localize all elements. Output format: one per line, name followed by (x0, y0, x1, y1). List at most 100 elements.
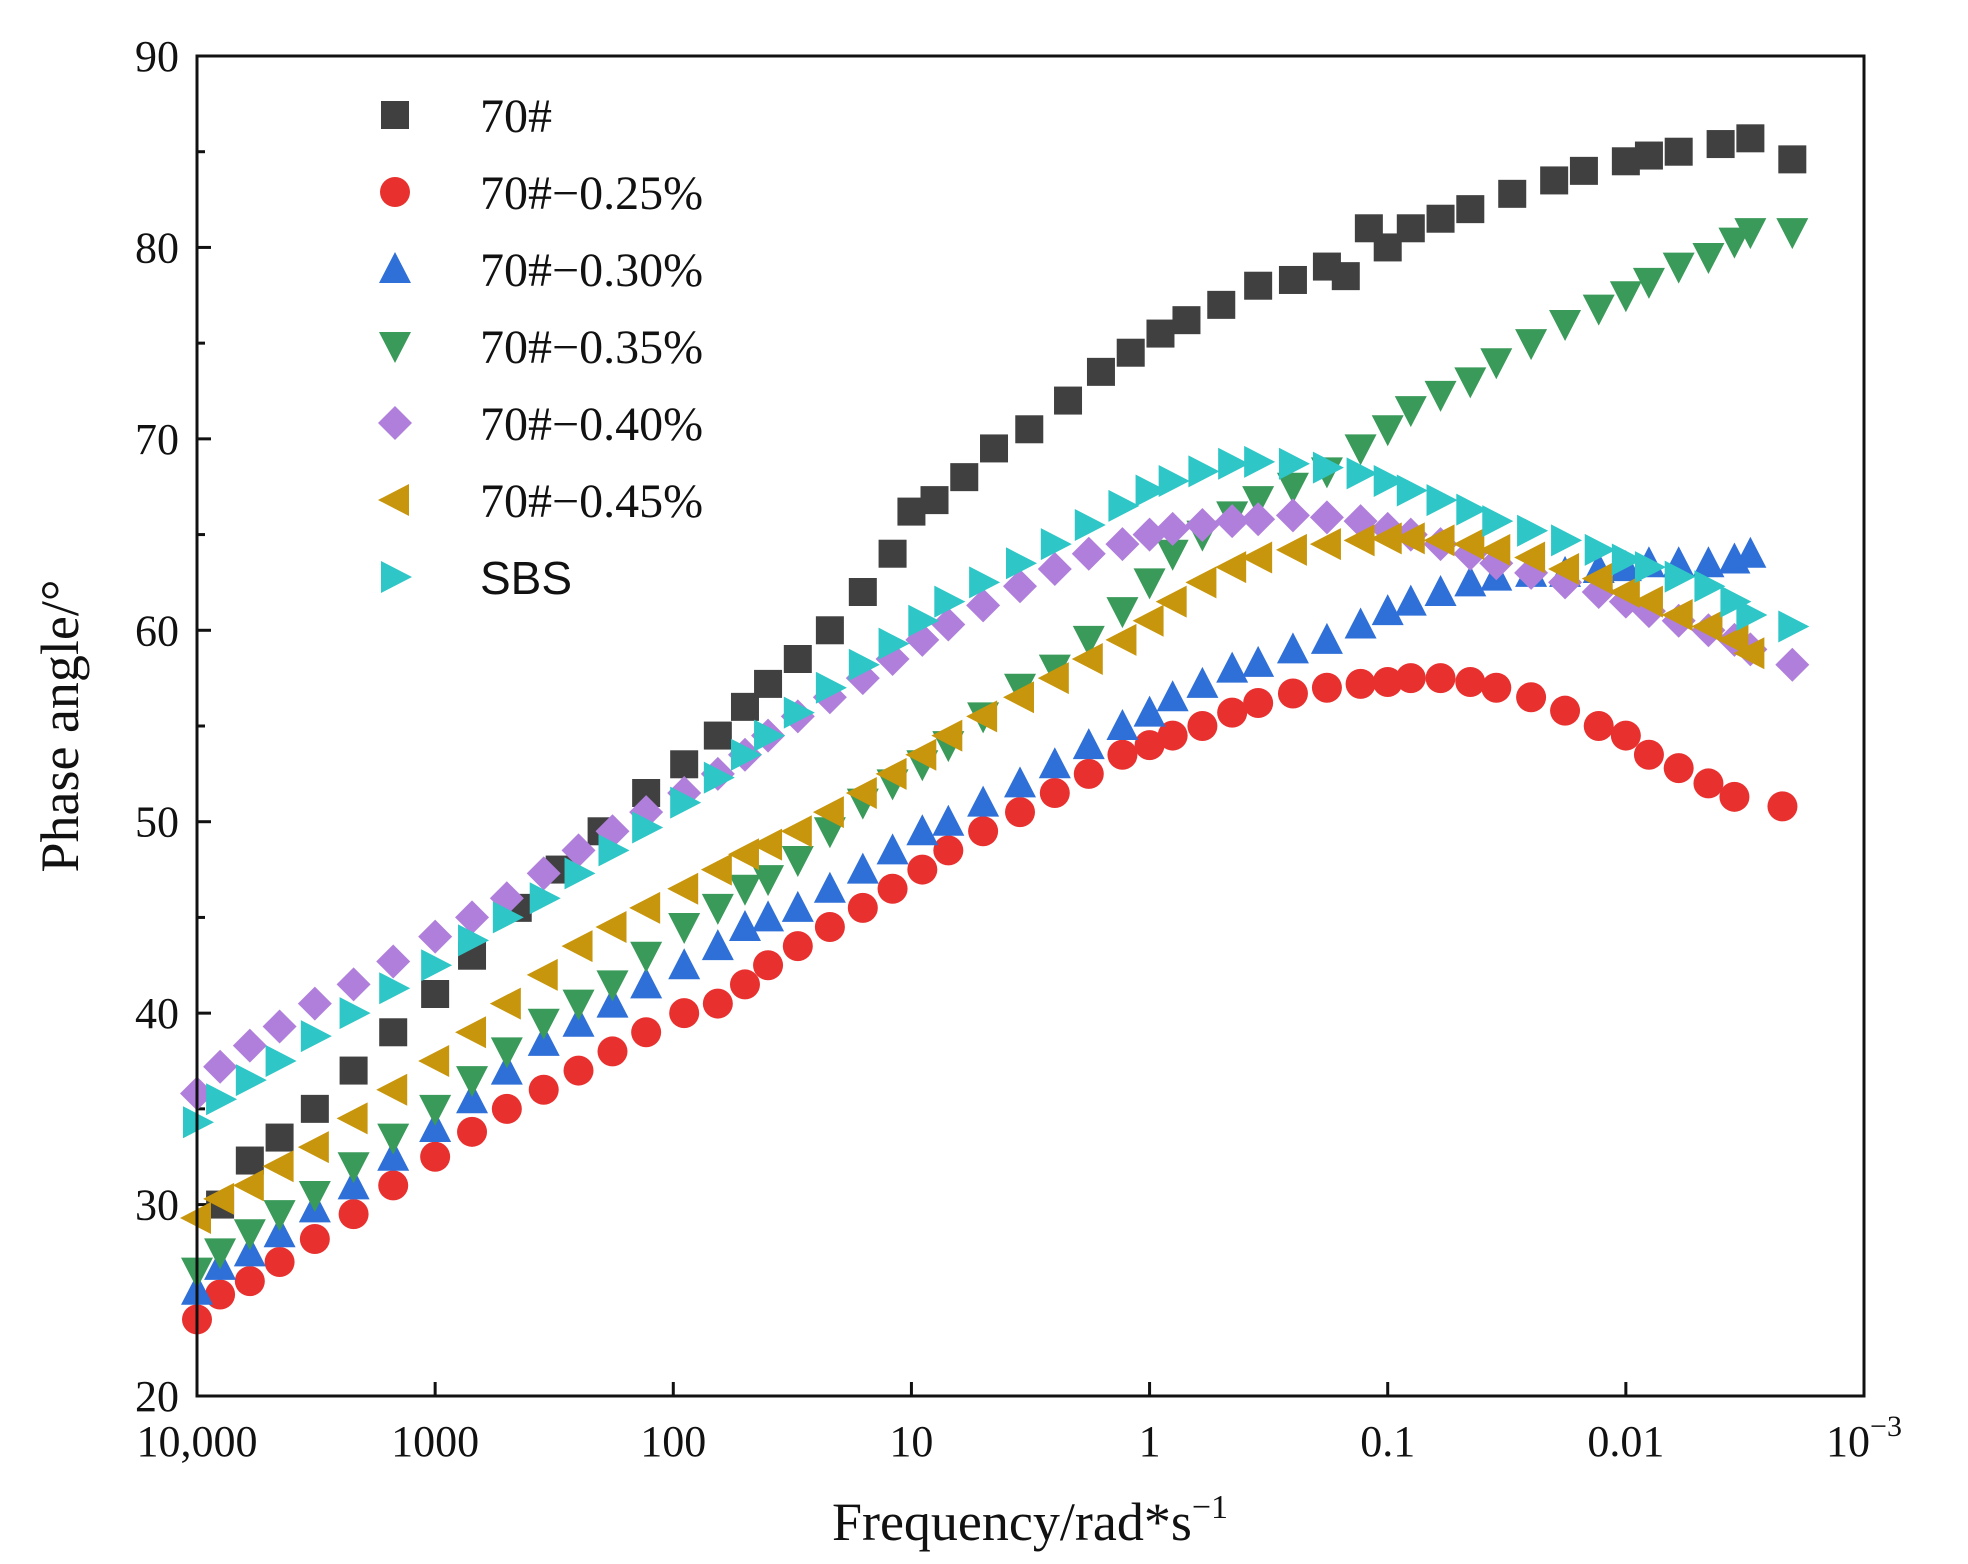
legend-label-4: 70#−0.40% (480, 398, 703, 451)
data-point (1276, 472, 1309, 504)
data-point (1480, 348, 1513, 380)
data-point (336, 967, 371, 1002)
data-point (847, 892, 878, 923)
data-point (1370, 522, 1402, 555)
y-axis-ticks: 20 30 40 50 60 70 80 90 (135, 32, 211, 1421)
data-point (1634, 551, 1666, 584)
data-point (1215, 504, 1250, 539)
data-point (561, 930, 593, 963)
data-point (1719, 781, 1750, 812)
data-point (1072, 625, 1105, 657)
data-point (1717, 623, 1749, 656)
data-point (701, 893, 734, 925)
data-point (376, 944, 411, 979)
legend-marker-0 (381, 101, 409, 129)
data-point (1105, 527, 1140, 562)
data-point (1072, 728, 1105, 760)
data-point (931, 719, 963, 752)
data-point (980, 434, 1009, 463)
data-point (1242, 486, 1275, 518)
data-point (1004, 766, 1037, 798)
data-point (1155, 511, 1190, 546)
data-point (1157, 720, 1188, 751)
x-tick-label: 1 (1139, 1417, 1161, 1466)
data-point (1309, 528, 1341, 561)
data-point (1611, 543, 1643, 576)
data-point (233, 1219, 266, 1251)
data-point (1215, 551, 1247, 584)
data-point (297, 1131, 329, 1164)
data-point (418, 919, 453, 954)
data-point (1344, 434, 1377, 466)
data-point (529, 882, 561, 915)
data-point (597, 1036, 628, 1067)
data-point (1454, 565, 1487, 597)
x-tick-label: 0.01 (1587, 1417, 1664, 1466)
data-point (878, 539, 907, 568)
data-point (1243, 688, 1274, 719)
data-point (1694, 570, 1726, 603)
data-point (908, 604, 940, 637)
data-point (1456, 493, 1488, 526)
x-axis-ticks: 10,000 1000 100 10 1 0.1 0.01 10−3 (137, 1382, 1902, 1466)
legend-label-0: 70# (480, 90, 552, 143)
data-point (752, 865, 785, 897)
data-point (878, 627, 910, 660)
data-point (1106, 709, 1139, 740)
legend-label-5: 70#−0.45% (480, 475, 703, 528)
data-point (1581, 562, 1613, 595)
x-tick-label: 10,000 (137, 1417, 258, 1466)
data-point (966, 588, 1001, 623)
data-point (1186, 666, 1219, 698)
data-point (338, 1199, 369, 1230)
data-point (1551, 524, 1583, 557)
data-point (234, 1266, 265, 1297)
data-point (1309, 500, 1344, 535)
data-point (1006, 547, 1038, 580)
data-point (1634, 141, 1663, 170)
data-point (848, 578, 877, 606)
data-point (966, 700, 998, 733)
data-point (527, 1008, 560, 1040)
data-point (1548, 553, 1580, 586)
data-point (264, 1247, 295, 1277)
data-point (456, 1082, 489, 1114)
data-point (1039, 778, 1070, 808)
series-layer (180, 124, 1810, 1335)
x-axis-title-sup: −1 (1192, 1489, 1228, 1526)
data-point (1425, 663, 1456, 694)
data-point (967, 785, 1000, 817)
data-point (203, 1182, 235, 1215)
data-point (1372, 666, 1403, 697)
data-point (204, 1238, 237, 1270)
data-point (458, 924, 490, 957)
data-point (419, 1094, 452, 1126)
data-point (1345, 668, 1376, 699)
data-point (1396, 214, 1425, 243)
data-point (754, 719, 786, 752)
data-point (1424, 380, 1457, 412)
data-point (419, 1111, 452, 1142)
data-point (752, 900, 785, 932)
data-point (1692, 546, 1725, 578)
data-point (875, 757, 907, 790)
data-point (1498, 179, 1527, 208)
data-point (1132, 604, 1164, 637)
data-point (814, 912, 845, 942)
data-point (701, 929, 734, 961)
legend-label-6: SBS (480, 552, 572, 604)
x-tick-label: 100 (640, 1417, 706, 1466)
data-point (1631, 585, 1663, 618)
data-point (1108, 489, 1140, 522)
y-axis-title: Phase angle/° (30, 579, 90, 872)
data-point (1188, 455, 1220, 488)
data-point (931, 607, 966, 642)
data-point (232, 1028, 267, 1063)
data-point (265, 1045, 297, 1077)
series-0 (206, 124, 1807, 1219)
data-point (1479, 533, 1511, 566)
x-axis-title: Frequency/rad*s−1 (832, 1489, 1228, 1552)
data-point (1514, 541, 1546, 574)
data-point (1734, 218, 1767, 250)
